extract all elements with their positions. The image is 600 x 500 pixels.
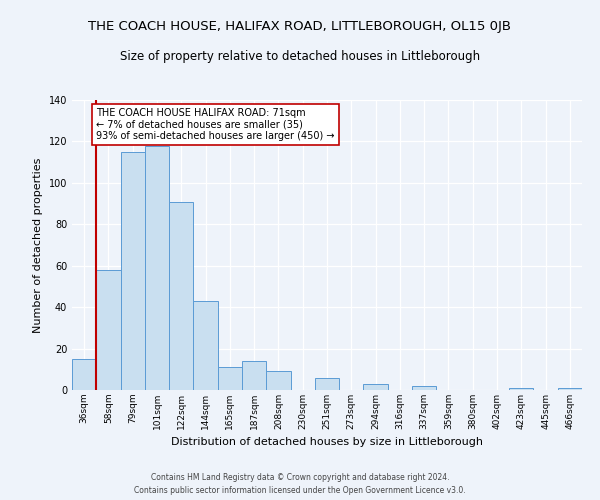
Bar <box>266 372 290 390</box>
Bar <box>558 388 582 390</box>
Bar <box>121 152 145 390</box>
Bar <box>412 386 436 390</box>
Bar <box>193 301 218 390</box>
Bar <box>169 202 193 390</box>
Bar <box>218 367 242 390</box>
X-axis label: Distribution of detached houses by size in Littleborough: Distribution of detached houses by size … <box>171 438 483 448</box>
Y-axis label: Number of detached properties: Number of detached properties <box>33 158 43 332</box>
Bar <box>315 378 339 390</box>
Text: Size of property relative to detached houses in Littleborough: Size of property relative to detached ho… <box>120 50 480 63</box>
Bar <box>364 384 388 390</box>
Text: THE COACH HOUSE, HALIFAX ROAD, LITTLEBOROUGH, OL15 0JB: THE COACH HOUSE, HALIFAX ROAD, LITTLEBOR… <box>89 20 511 33</box>
Bar <box>145 146 169 390</box>
Bar <box>242 361 266 390</box>
Bar <box>509 388 533 390</box>
Text: Contains HM Land Registry data © Crown copyright and database right 2024.
Contai: Contains HM Land Registry data © Crown c… <box>134 473 466 495</box>
Text: THE COACH HOUSE HALIFAX ROAD: 71sqm
← 7% of detached houses are smaller (35)
93%: THE COACH HOUSE HALIFAX ROAD: 71sqm ← 7%… <box>96 108 335 142</box>
Bar <box>96 270 121 390</box>
Bar <box>72 359 96 390</box>
